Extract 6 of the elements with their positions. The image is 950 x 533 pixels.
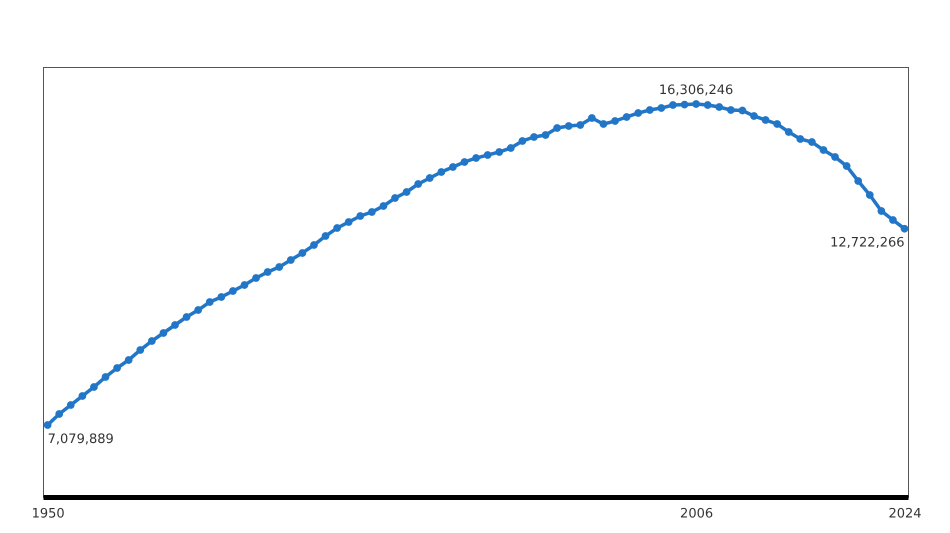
x-tick-label: 2024 bbox=[888, 506, 922, 522]
data-label: 12,722,266 bbox=[830, 236, 905, 251]
x-tick-label: 2006 bbox=[680, 506, 714, 522]
data-label: 16,306,246 bbox=[658, 83, 734, 98]
data-label: 7,079,889 bbox=[48, 432, 114, 447]
x-tick-label: 1950 bbox=[32, 506, 65, 522]
